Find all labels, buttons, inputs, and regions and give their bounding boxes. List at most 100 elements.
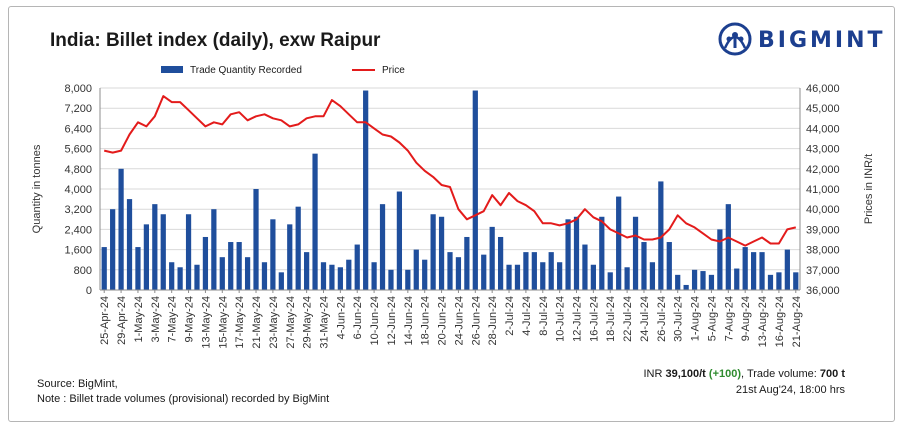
x-tick-label: 18-Jul-24 [605,296,617,342]
quantity-bar [413,249,419,290]
quantity-bar [565,219,571,290]
quantity-bar [531,252,537,290]
y-left-tick-label: 3,200 [64,204,92,216]
y-left-tick-label: 5,600 [64,144,92,156]
legend-bar-swatch [161,66,183,73]
x-tick-label: 16-Jul-24 [588,296,600,342]
quantity-bar [725,204,731,290]
quantity-bar [616,196,622,290]
quantity-bar [396,191,403,290]
quantity-bar [489,226,495,290]
quantity-bar [388,269,394,290]
quantity-bars [101,90,799,291]
x-tick-label: 10-Jun-24 [369,296,381,346]
quantity-bar [236,242,242,290]
y-right-tick-label: 37,000 [806,265,840,277]
x-tick-label: 27-May-24 [285,296,297,349]
x-tick-label: 26-Jun-24 [470,296,482,346]
x-tick-label: 12-Jun-24 [386,296,398,346]
x-tick-label: 28-Jun-24 [487,296,499,346]
quantity-bar [422,259,428,290]
quantity-bar [793,272,799,290]
quantity-bar [430,214,436,290]
quantity-bar [734,268,740,290]
quantity-bar [371,262,377,290]
quantity-bar [481,254,487,290]
quantity-bar [557,262,563,290]
quantity-bar [523,252,529,290]
x-tick-label: 31-May-24 [318,296,330,349]
quantity-bar [228,242,234,290]
quantity-bar [751,252,757,290]
quantity-bar [784,249,790,290]
y-right-tick-label: 36,000 [806,285,840,297]
quantity-bar [379,204,386,290]
y-left-tick-label: 6,400 [64,123,92,135]
quantity-bar [497,236,504,290]
quantity-bar [363,90,369,291]
x-tick-label: 29-May-24 [302,296,314,349]
quantity-bar [742,247,748,290]
quantity-bar [329,264,335,290]
quantity-bar [506,264,512,290]
x-tick-label: 13-May-24 [200,296,212,349]
quantity-bar [211,209,217,290]
x-tick-label: 22-Jul-24 [622,296,634,342]
quantity-bar [582,244,588,290]
x-tick-label: 24-Jul-24 [639,296,651,342]
x-tick-label: 10-Jul-24 [555,296,567,342]
quantity-bar [759,252,765,290]
brand-name: BIGMINT [758,28,886,53]
quantity-bar [599,216,605,290]
axes: 0 800 1,600 2,400 3,200 4,000 4,800 5,600 6,400 7… [31,83,875,349]
latest-summary: INR 39,100/t (+100), Trade volume: 700 t… [643,366,845,398]
quantity-bar [548,252,554,290]
y-left-tick-label: 4,800 [64,164,92,176]
x-tick-label: 16-Aug-24 [774,296,786,347]
quantity-bar [767,274,774,290]
y-left-tick-label: 0 [86,285,92,297]
quantity-bar [717,229,723,290]
quantity-bar [101,247,107,290]
price-change: (+100) [708,368,742,380]
quantity-bar [675,274,681,290]
quantity-bar [287,224,293,290]
quantity-bar [160,214,166,290]
quantity-bar [641,242,647,290]
y-axis-right-title: Prices in INR/t [863,154,875,224]
x-tick-label: 1-Aug-24 [690,296,702,341]
quantity-bar [194,264,200,290]
x-tick-label: 26-Jul-24 [656,296,668,342]
latest-price: 39,100/t [665,368,706,380]
y-right-tick-label: 46,000 [806,83,840,95]
quantity-bar [607,272,613,290]
quantity-bar [514,264,521,290]
quantity-bar [270,219,276,290]
y-right-tick-label: 43,000 [806,144,840,156]
x-tick-label: 18-Jun-24 [420,296,432,346]
x-tick-label: 2-Jul-24 [504,296,516,336]
y-right-tick-label: 41,000 [806,184,840,196]
x-tick-label: 4-Jun-24 [335,296,347,339]
y-left-tick-label: 8,000 [64,83,92,95]
trade-volume: 700 t [819,368,845,380]
quantity-bar [573,216,580,290]
quantity-bar [219,257,225,290]
quantity-bar [346,259,352,290]
quantity-bar [244,257,251,290]
quantity-bar [126,199,133,290]
quantity-bar [202,236,209,290]
source-note: Source: BigMint, [37,378,118,390]
y-left-tick-label: 1,600 [64,245,92,257]
x-tick-label: 8-Jul-24 [538,296,550,336]
quantity-bar [312,153,318,290]
y-right-tick-label: 45,000 [806,103,840,115]
y-left-tick-label: 4,000 [64,184,92,196]
quantity-bar [278,272,284,290]
x-tick-label: 3-May-24 [150,296,162,342]
quantity-bar [295,206,301,290]
x-tick-label: 9-Aug-24 [740,296,752,341]
quantity-bar [464,236,470,290]
x-tick-label: 21-Aug-24 [791,296,803,347]
